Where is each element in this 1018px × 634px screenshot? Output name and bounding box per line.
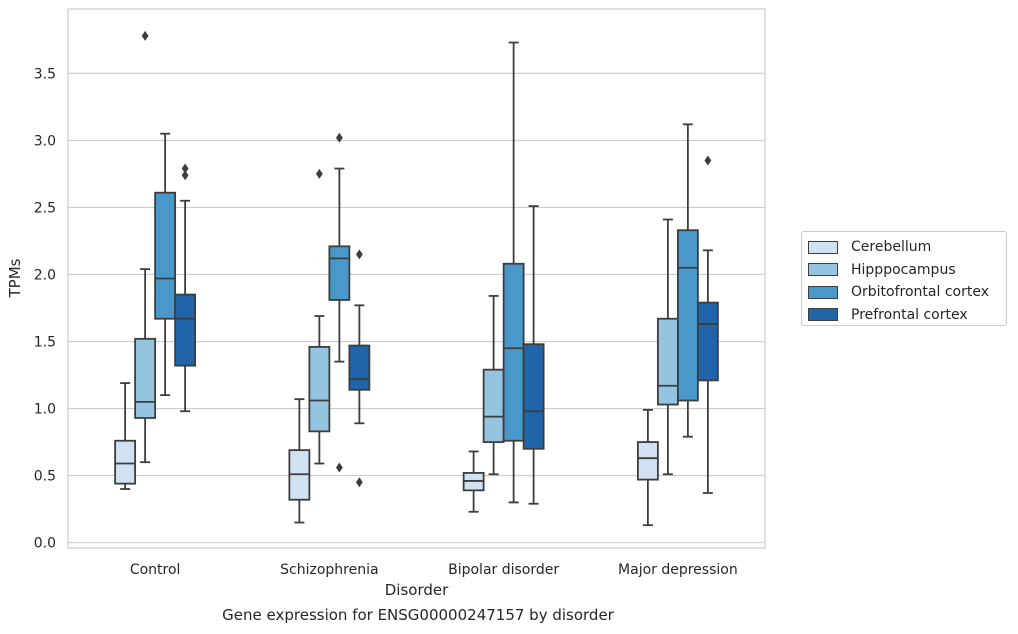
outlier-point	[141, 30, 149, 41]
box-body	[656, 317, 679, 406]
y-tick-label: 0.5	[34, 469, 56, 485]
box-3-3	[696, 155, 719, 494]
box-2-1	[482, 295, 505, 476]
outlier-point	[315, 168, 323, 179]
legend-label: Cerebellum	[851, 239, 932, 256]
box-body	[696, 301, 719, 382]
box-0-1	[134, 30, 157, 464]
box-3-0	[636, 408, 659, 527]
y-tick-label: 3.0	[34, 133, 56, 149]
legend-item-hippocampus: Hipppocampus	[808, 259, 1006, 282]
box-2-0	[462, 450, 485, 513]
outlier-point	[335, 132, 343, 143]
outlier-point	[355, 477, 363, 488]
x-tick-labels: Control Schizophrenia Bipolar disorder Majo…	[130, 562, 738, 578]
box-body	[502, 262, 525, 442]
y-axis-label: TPMs	[6, 258, 24, 298]
legend-swatch-prefrontal-cortex	[808, 308, 838, 322]
x-tick-label: Control	[130, 562, 181, 578]
box-body	[308, 345, 331, 433]
box-body	[636, 441, 659, 481]
y-tick-label: 0.0	[34, 536, 56, 552]
box-body	[348, 344, 371, 391]
box-0-0	[114, 382, 137, 490]
x-tick-label: Bipolar disorder	[448, 562, 559, 578]
outlier-point	[704, 155, 712, 166]
box-body	[134, 337, 157, 419]
legend-swatch-orbitofrontal-cortex	[808, 285, 838, 299]
x-tick-label: Major depression	[618, 562, 738, 578]
box-3-2	[676, 123, 699, 438]
legend-item-orbitofrontal-cortex: Orbitofrontal cortex	[808, 281, 1006, 304]
outlier-point	[181, 170, 189, 181]
legend-swatch-hippocampus	[808, 263, 838, 277]
boxes-layer	[114, 30, 719, 527]
box-1-1	[308, 168, 331, 465]
legend-label: Hipppocampus	[851, 261, 956, 278]
box-body	[522, 343, 545, 450]
box-1-3	[348, 249, 371, 488]
legend-label: Prefrontal cortex	[851, 306, 968, 323]
chart-caption: Gene expression for ENSG00000247157 by d…	[222, 606, 614, 624]
y-tick-label: 1.5	[34, 335, 56, 351]
y-tick-labels: 0.0 0.5 1.0 1.5 2.0 2.5 3.0 3.5	[34, 66, 56, 551]
box-3-1	[656, 218, 679, 476]
box-body	[328, 245, 351, 301]
outlier-point	[355, 249, 363, 260]
outlier-point	[181, 163, 189, 174]
box-body	[676, 229, 699, 402]
outlier-point	[335, 462, 343, 473]
y-tick-label: 2.0	[34, 267, 56, 283]
legend-item-prefrontal-cortex: Prefrontal cortex	[808, 304, 1006, 327]
box-0-2	[154, 132, 177, 397]
box-body	[174, 293, 197, 367]
box-0-3	[174, 163, 197, 413]
box-body	[482, 368, 505, 443]
box-2-2	[502, 41, 525, 504]
legend: Cerebellum Hipppocampus Orbitofrontal co…	[801, 231, 1007, 326]
box-body	[154, 191, 177, 320]
y-tick-label: 1.0	[34, 402, 56, 418]
legend-swatch-cerebellum	[808, 240, 838, 254]
y-tick-label: 2.5	[34, 200, 56, 216]
legend-label: Orbitofrontal cortex	[851, 284, 989, 301]
x-axis-label: Disorder	[385, 581, 449, 599]
y-tick-label: 3.5	[34, 66, 56, 82]
box-1-2	[328, 132, 351, 473]
box-body	[114, 439, 137, 485]
box-1-0	[288, 398, 311, 524]
box-2-3	[522, 205, 545, 505]
legend-item-cerebellum: Cerebellum	[808, 236, 1006, 259]
x-tick-label: Schizophrenia	[280, 562, 378, 578]
